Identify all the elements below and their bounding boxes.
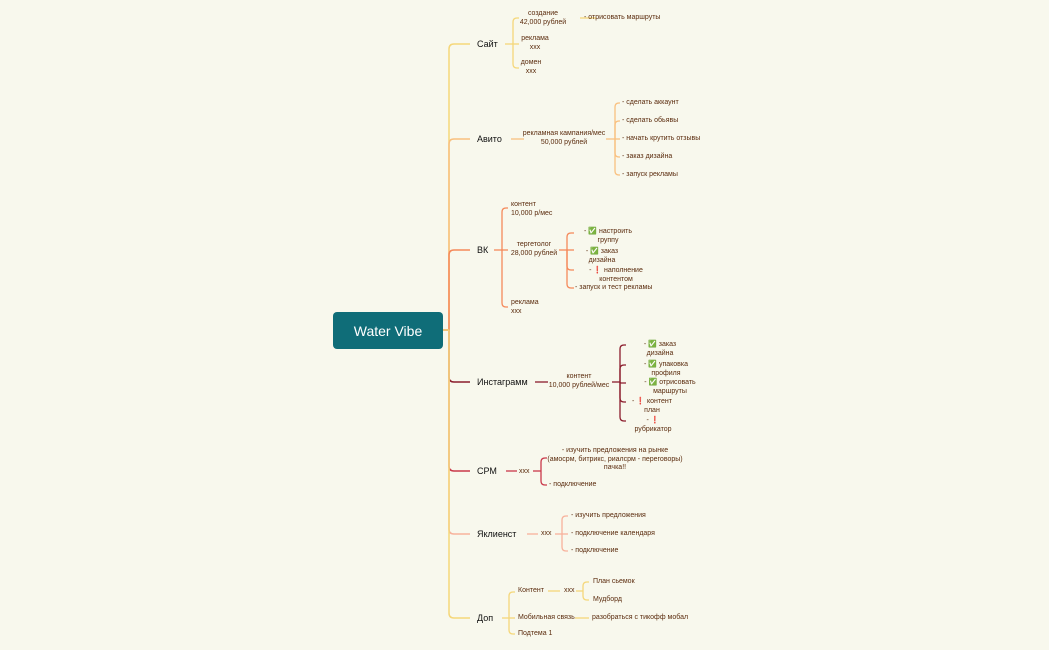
node-extra-mobile[interactable]: Мобильная связь — [518, 614, 575, 621]
connector — [582, 591, 589, 601]
avito-task[interactable]: - начать крутить отзывы — [622, 135, 701, 142]
insta-task[interactable]: - ✅ отрисовать маршруты — [644, 379, 696, 395]
branch-vk[interactable]: ВК — [477, 245, 489, 255]
connector — [614, 139, 620, 158]
branch-instagram[interactable]: Инстаграмм — [477, 377, 528, 387]
node-site-ads[interactable]: реклама xxx — [521, 35, 549, 51]
connector — [443, 329, 470, 619]
insta-task[interactable]: - ✅ заказ дизайна — [643, 341, 677, 357]
root-node[interactable]: Water Vibe — [333, 312, 443, 349]
connector — [443, 43, 470, 331]
connector — [619, 344, 626, 382]
yclients-task[interactable]: - подключение — [571, 547, 619, 554]
node-vk-targetolog[interactable]: тергетолог 28,000 рублей — [510, 241, 558, 257]
connector — [512, 17, 519, 44]
connector — [443, 138, 470, 331]
node-avito-campaign[interactable]: рекламная кампания/мес 50,000 рублей — [522, 130, 606, 146]
branch-site[interactable]: Сайт — [477, 39, 498, 49]
connector — [619, 364, 626, 382]
connector — [582, 581, 589, 591]
connector — [443, 329, 470, 472]
insta-task[interactable]: - ✅ упаковка профиля — [644, 361, 688, 377]
vk-task[interactable]: - ✅ настроить группу — [584, 228, 632, 244]
connector — [619, 381, 626, 384]
node-extra-content-xxx[interactable]: xxx — [564, 587, 575, 594]
node-extra-subtopic[interactable]: Подтема 1 — [518, 630, 553, 637]
node-vk-ads[interactable]: реклама xxx — [511, 299, 539, 315]
connector — [443, 329, 470, 383]
node-yclients-xxx[interactable]: xxx — [541, 530, 552, 537]
node-site-domain[interactable]: домен xxx — [520, 59, 542, 75]
extra-mobile-task[interactable]: разобраться с тикофф мобал — [592, 614, 689, 621]
connector — [619, 382, 626, 422]
crm-task[interactable]: - изучить предложения на рынке (амосрм, … — [547, 447, 683, 471]
avito-task[interactable]: - сделать аккаунт — [622, 99, 679, 106]
insta-task[interactable]: - ❗ рубрикатор — [634, 417, 672, 433]
connector — [614, 102, 620, 139]
node-site-task[interactable]: - отрисовать маршруты — [584, 14, 661, 21]
avito-task[interactable]: - заказ дизайна — [622, 153, 673, 160]
crm-task[interactable]: - подключение — [549, 481, 597, 488]
connector — [561, 534, 568, 552]
avito-task[interactable]: - запуск рекламы — [622, 171, 678, 178]
node-site-creation[interactable]: создание 42,000 рублей — [519, 10, 567, 26]
connector — [566, 250, 574, 289]
branch-crm[interactable]: СРМ — [477, 466, 497, 476]
insta-task[interactable]: - ❗ контент план — [632, 398, 672, 414]
branch-extra[interactable]: Доп — [477, 613, 494, 623]
connector — [443, 249, 470, 331]
connector — [501, 250, 508, 308]
vk-task[interactable]: - запуск и тест рекламы — [575, 284, 653, 291]
connector — [501, 207, 508, 250]
connector — [508, 591, 515, 618]
connector — [614, 139, 620, 176]
yclients-task[interactable]: - изучить предложения — [571, 512, 646, 519]
connector — [508, 618, 515, 635]
connector — [512, 44, 519, 69]
connector — [540, 471, 547, 486]
yclients-task[interactable]: - подключение календаря — [571, 530, 655, 537]
connector — [561, 515, 568, 534]
connector — [443, 329, 470, 535]
branch-avito[interactable]: Авито — [477, 134, 502, 144]
branch-yclients[interactable]: Яклиенст — [477, 529, 517, 539]
node-insta-content[interactable]: контент 10,000 рублей/мес — [548, 373, 610, 389]
connector — [566, 250, 574, 271]
node-extra-content[interactable]: Контент — [518, 587, 544, 594]
connector — [619, 382, 626, 403]
connector — [540, 457, 547, 471]
connector — [614, 120, 620, 139]
node-crm-xxx[interactable]: xxx — [519, 468, 530, 475]
vk-task[interactable]: - ✅ заказ дизайна — [585, 248, 619, 264]
avito-task[interactable]: - сделать обьявы — [622, 117, 679, 124]
connector — [566, 232, 574, 250]
node-vk-content[interactable]: контент 10,000 р/мес — [511, 201, 553, 217]
extra-task[interactable]: План сьемок — [593, 578, 635, 585]
extra-task[interactable]: Мудборд — [593, 596, 622, 603]
vk-task[interactable]: - ❗ наполнение контентом — [589, 267, 643, 283]
